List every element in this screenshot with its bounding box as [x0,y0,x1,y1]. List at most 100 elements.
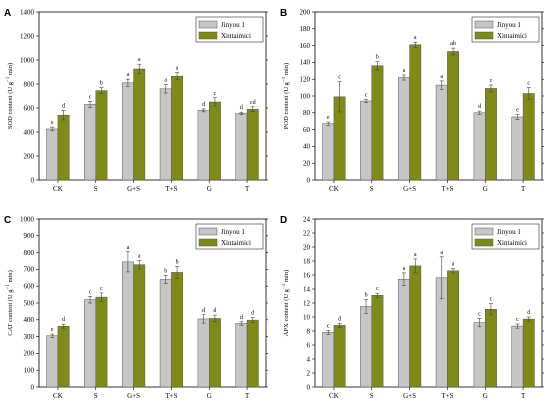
significance-letter: d [478,104,481,110]
significance-letter: a [414,252,417,258]
y-tick-label: 1400 [20,8,35,16]
panel-letter: D [280,215,287,226]
significance-letter: c [100,286,103,292]
bar-jinyou1 [360,306,372,388]
bar-jinyou1 [322,332,335,388]
plot-frame [38,11,267,181]
y-tick-label: 14 [303,285,311,293]
significance-letter: c [490,78,493,84]
bar-xintaimici [57,114,70,181]
significance-letter: a [452,262,455,268]
panel-letter: C [4,215,11,226]
y-tick-label: 200 [24,152,35,160]
legend-label: Xintaimici [497,239,527,247]
legend-label: Xintaimici [497,32,527,40]
bar-xintaimici [485,309,497,388]
legend-label: Jinyou 1 [497,21,521,29]
x-category-label: G+S [127,392,140,400]
y-tick-label: 60 [303,126,311,134]
y-tick-label: 180 [300,25,311,33]
significance-letter: c [327,323,330,329]
bar-jinyou1 [235,113,248,181]
bar-xintaimici [209,101,221,181]
y-tick-label: 8 [307,327,311,335]
x-category-label: G+S [403,392,416,400]
bar-xintaimici [447,51,460,181]
y-tick-label: 80 [303,109,311,117]
bar-xintaimici [95,296,108,388]
significance-letter: c [365,92,368,98]
bar-xintaimici [371,65,384,181]
y-tick-label: 1000 [20,56,35,64]
y-tick-label: 0 [31,176,35,184]
bar-xintaimici [371,295,384,388]
legend-label: Jinyou 1 [497,228,521,236]
y-tick-label: 1200 [20,32,35,40]
x-category-label: G [207,185,212,193]
y-tick-label: 40 [303,143,311,151]
y-tick-label: 200 [300,8,311,16]
y-tick-label: 400 [24,316,35,324]
panel-letter: A [4,8,11,19]
significance-letter: b [164,268,167,274]
x-category-label: T+S [441,392,453,400]
legend-swatch [474,227,494,236]
y-tick-label: 18 [303,257,311,265]
y-tick-label: 200 [24,350,35,358]
x-category-label: G [207,392,212,400]
significance-letter: c [338,75,341,81]
y-tick-label: 4 [307,355,311,363]
bar-jinyou1 [46,128,59,181]
bar-xintaimici [246,319,259,388]
y-tick-label: 300 [24,333,35,341]
x-category-label: G+S [127,185,140,193]
significance-letter: c [527,81,530,87]
y-tick-label: 20 [303,243,311,251]
y-tick-label: 22 [303,229,311,237]
significance-letter: d [240,105,243,111]
significance-letter: a [403,68,406,74]
significance-letter: c [89,289,92,295]
bar-xintaimici [522,93,535,181]
panel-a: A 0 200 400 600 800 1000 1200 1400 SOD content (U… [4,8,268,193]
legend-swatch [198,20,218,29]
significance-letter: c [516,317,519,323]
bar-jinyou1 [235,323,248,388]
bar-jinyou1 [84,299,97,388]
bar-jinyou1 [159,279,172,388]
panel-b: B 0 20 40 60 80 100 120 140 160 180 200 POD content … [280,8,544,193]
significance-letter: d [251,311,254,317]
significance-letter: a [127,72,130,78]
bar-xintaimici [209,318,221,388]
y-tick-label: 12 [303,299,311,307]
y-tick-label: 0 [31,383,35,391]
bar-xintaimici [133,264,146,388]
y-axis-label: POD content (U g−1 min) [282,63,290,129]
bar-xintaimici [447,270,460,388]
bar-jinyou1 [511,116,524,181]
significance-letter: b [365,293,368,299]
bar-jinyou1 [159,88,172,181]
bar-xintaimici [171,75,184,181]
x-category-label: S [370,392,374,400]
bar-jinyou1 [435,84,448,181]
significance-letter: a [138,253,141,259]
x-category-label: S [94,185,98,193]
legend-swatch [474,31,494,40]
y-tick-label: 400 [24,128,35,136]
legend-swatch [198,238,218,247]
significance-letter: a [138,57,141,63]
y-tick-label: 20 [303,160,311,168]
bar-xintaimici [133,68,146,181]
x-category-label: T+S [165,185,177,193]
bar-jinyou1 [197,318,210,388]
significance-letter: a [176,66,179,72]
y-tick-label: 600 [24,104,35,112]
significance-letter: cd [250,100,256,106]
y-tick-label: 10 [303,313,311,321]
legend-swatch [474,20,494,29]
significance-letter: d [202,102,205,108]
y-tick-label: 100 [300,92,311,100]
x-category-label: CK [329,185,339,193]
